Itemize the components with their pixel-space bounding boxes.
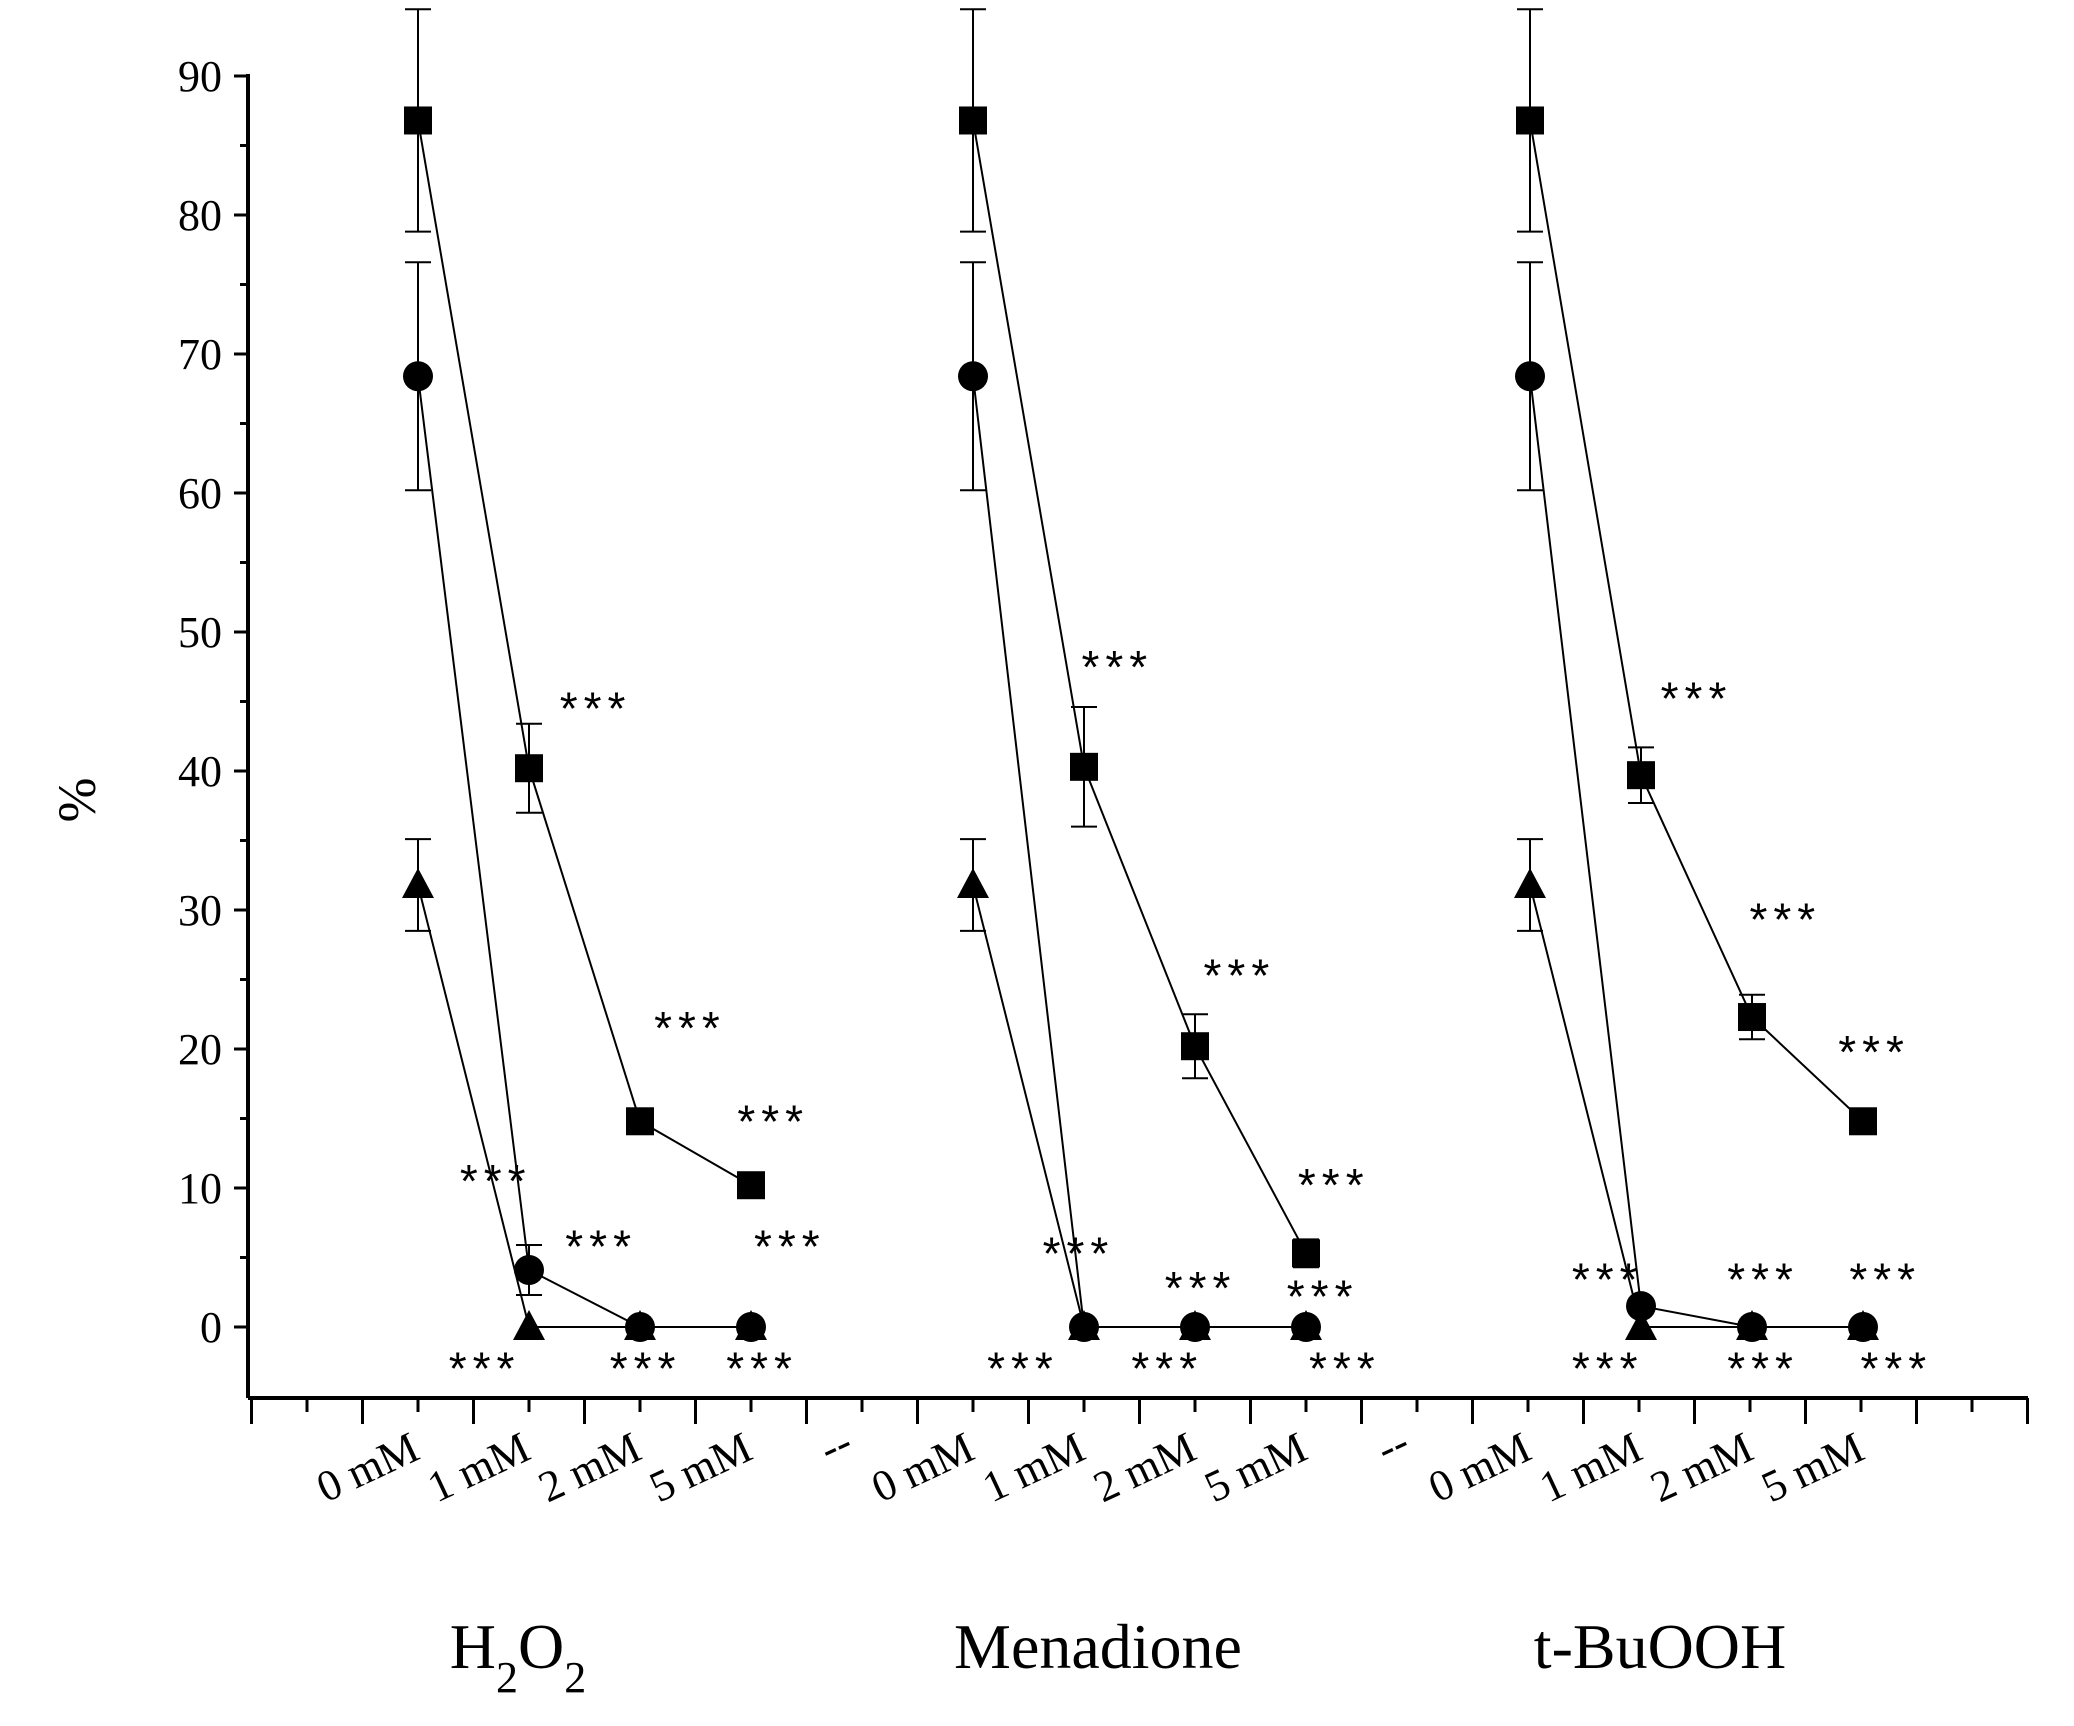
- square-point: [1849, 1107, 1877, 1136]
- x-separator-label: --: [1369, 1417, 1416, 1474]
- significance-annotation: ***: [654, 1002, 726, 1054]
- x-category-label: 1 mM: [975, 1423, 1092, 1512]
- significance-annotation: ***: [565, 1220, 637, 1272]
- square-point: [1292, 1239, 1320, 1268]
- triangle-line: [417, 884, 751, 1328]
- significance-annotation: ***: [987, 1343, 1059, 1395]
- triangle-point: [1068, 1310, 1100, 1340]
- triangle-point: [513, 1310, 545, 1340]
- y-tick-label: 0: [200, 1303, 222, 1352]
- square-line: [417, 120, 752, 1187]
- significance-annotation: ***: [1204, 949, 1276, 1001]
- significance-annotation: ***: [1572, 1343, 1644, 1395]
- x-category-label: 5 mM: [1197, 1423, 1314, 1512]
- square-point: [626, 1107, 654, 1136]
- x-category-label: 2 mM: [531, 1423, 648, 1512]
- triangle-point: [402, 867, 434, 898]
- square-point: [959, 106, 987, 135]
- triangle-point: [957, 867, 989, 898]
- circle-point: [514, 1255, 544, 1286]
- y-tick-label: 90: [178, 52, 222, 101]
- significance-annotation: ***: [610, 1343, 682, 1395]
- x-category-label: 1 mM: [1532, 1423, 1649, 1512]
- significance-annotation: ***: [1165, 1262, 1237, 1314]
- series-lines: [417, 120, 1864, 1328]
- square-point: [1181, 1032, 1209, 1061]
- square-point: [1516, 106, 1544, 135]
- significance-annotation: ***: [1749, 894, 1821, 946]
- x-category-label: 0 mM: [1421, 1423, 1538, 1512]
- markers: [402, 106, 1879, 1342]
- significance-annotation: ***: [1287, 1270, 1359, 1322]
- significance-annotation: ***: [1043, 1227, 1115, 1279]
- triangle-point: [1847, 1310, 1879, 1340]
- significance-annotation: ***: [460, 1155, 532, 1207]
- significance-annotation: ***: [449, 1343, 521, 1395]
- triangle-point: [1179, 1310, 1211, 1340]
- square-point: [404, 106, 432, 135]
- y-tick-label: 60: [178, 469, 222, 518]
- triangle-point: [1736, 1310, 1768, 1340]
- square-line: [1529, 120, 1864, 1123]
- significance-annotation: ***: [1081, 641, 1153, 693]
- square-point: [1627, 761, 1655, 790]
- significance-annotation: ***: [737, 1095, 809, 1147]
- square-line: [972, 120, 1307, 1254]
- x-category-label: 2 mM: [1086, 1423, 1203, 1512]
- square-point: [737, 1171, 765, 1200]
- x-category-label: 5 mM: [1754, 1423, 1871, 1512]
- circle-point: [1515, 361, 1545, 392]
- significance-annotation: ***: [1131, 1343, 1203, 1395]
- significance-annotation: ***: [1860, 1343, 1932, 1395]
- significance-annotation: ***: [1727, 1254, 1799, 1306]
- y-tick-label: 10: [178, 1164, 222, 1213]
- axes: [234, 74, 2029, 1424]
- significance-annotation: ***: [754, 1220, 826, 1272]
- x-category-label: 1 mM: [420, 1423, 537, 1512]
- y-tick-label: 50: [178, 608, 222, 657]
- triangle-line: [972, 884, 1306, 1328]
- y-tick-label: 30: [178, 886, 222, 935]
- triangle-line: [1529, 884, 1863, 1328]
- significance-annotation: ***: [1572, 1254, 1644, 1306]
- annotations: *************** ****** *** ****************…: [449, 641, 1932, 1395]
- square-point: [1738, 1003, 1766, 1032]
- y-tick-label: 40: [178, 747, 222, 796]
- triangle-point: [735, 1310, 767, 1340]
- significance-annotation: ***: [1727, 1343, 1799, 1395]
- y-tick-label: 80: [178, 191, 222, 240]
- x-category-label: 0 mM: [864, 1423, 981, 1512]
- y-axis-label: %: [47, 778, 107, 823]
- y-tick-label: 20: [178, 1025, 222, 1074]
- x-category-label: 0 mM: [309, 1423, 426, 1512]
- triangle-point: [624, 1310, 656, 1340]
- group-label: H2O2: [450, 1611, 586, 1702]
- square-point: [1070, 752, 1098, 781]
- circle-point: [958, 361, 988, 392]
- square-point: [515, 754, 543, 783]
- x-separator-label: --: [812, 1417, 859, 1474]
- circle-line: [972, 376, 1306, 1328]
- significance-annotation: ***: [1838, 1026, 1910, 1078]
- triangle-point: [1290, 1310, 1322, 1340]
- circle-point: [1626, 1291, 1656, 1322]
- significance-annotation: ***: [726, 1343, 798, 1395]
- significance-annotation: ***: [1298, 1159, 1370, 1211]
- y-tick-label: 70: [178, 330, 222, 379]
- group-label: Menadione: [954, 1611, 1242, 1682]
- significance-annotation: ***: [560, 682, 632, 734]
- significance-annotation: ***: [1309, 1343, 1381, 1395]
- group-label: t-BuOOH: [1534, 1611, 1786, 1682]
- circle-point: [403, 361, 433, 392]
- triangle-point: [1625, 1310, 1657, 1340]
- circle-line: [1529, 376, 1863, 1328]
- x-category-label: 5 mM: [642, 1423, 759, 1512]
- significance-annotation: ***: [1661, 673, 1733, 725]
- x-category-label: 2 mM: [1643, 1423, 1760, 1512]
- significance-annotation: ***: [1849, 1254, 1921, 1306]
- triangle-point: [1514, 867, 1546, 898]
